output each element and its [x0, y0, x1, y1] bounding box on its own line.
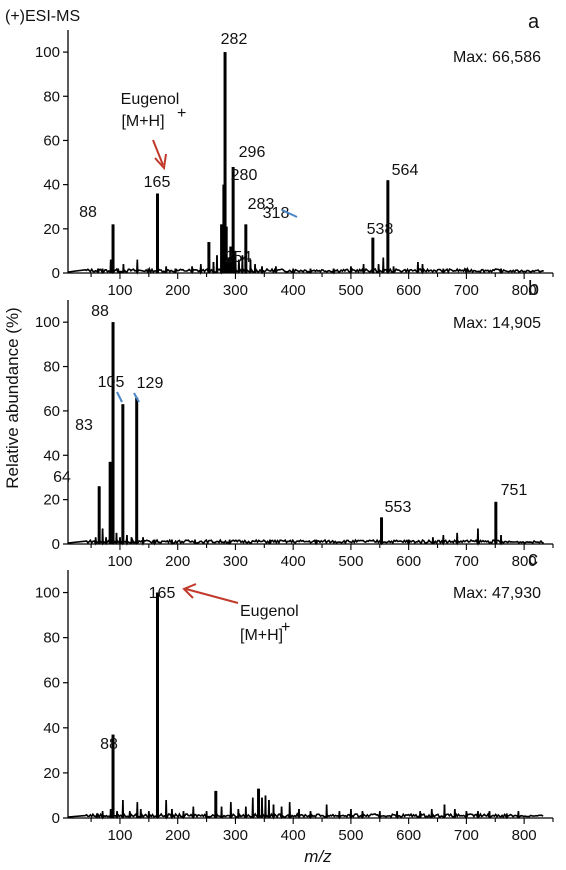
y-tick-label-c-1: 20 [43, 765, 60, 782]
figure-titles: (+)ESI-MS m/z Relative abundance (%) [3, 8, 332, 866]
x-tick-label-b-0: 100 [107, 553, 132, 570]
x-tick-label-c-0: 100 [107, 827, 132, 844]
x-tick-label-b-1: 200 [165, 553, 190, 570]
peak-label-a-280: 280 [231, 167, 258, 184]
x-tick-label-c-3: 400 [281, 827, 306, 844]
peak-label-a-318: 318 [263, 205, 290, 222]
peak-label-a-538: 538 [367, 221, 394, 238]
annotation-name-c: Eugenol [240, 603, 299, 620]
peak-label-a-165: 165 [144, 174, 171, 191]
annotation-name: Eugenol [121, 91, 180, 108]
panel-letter-c: c [528, 548, 538, 570]
annotation-arrow-shaft [152, 139, 164, 166]
x-tick-label-a-3: 400 [281, 282, 306, 299]
peak-label-b-105: 105 [98, 374, 125, 391]
x-tick-label-b-5: 600 [396, 553, 421, 570]
max-label-c: Max: 47,930 [453, 585, 541, 602]
leader-line-a-283 [281, 209, 298, 218]
peak-label-a-282: 282 [221, 31, 248, 48]
max-label-b: Max: 14,905 [453, 315, 541, 332]
annotation-arrow-head-c [182, 583, 197, 599]
y-tick-label-a-5: 100 [35, 44, 60, 61]
x-tick-label-c-1: 200 [165, 827, 190, 844]
y-tick-label-b-5: 100 [35, 314, 60, 331]
spectrum-trace-b [67, 322, 544, 547]
x-tick-label-b-6: 700 [454, 553, 479, 570]
y-tick-label-c-2: 40 [43, 720, 60, 737]
y-tick-label-a-1: 20 [43, 221, 60, 238]
panel-letter-a: a [528, 11, 540, 33]
y-axis-title: Relative abundance (%) [3, 307, 22, 488]
peak-label-b-129: 129 [137, 375, 164, 392]
eugenol-annotation-a: Eugenol [M+H] + [121, 91, 186, 171]
annotation-ion-c: [M+H] [240, 627, 283, 644]
y-tick-label-b-1: 20 [43, 492, 60, 509]
x-tick-label-b-7: 800 [512, 553, 537, 570]
y-tick-label-a-2: 40 [43, 177, 60, 194]
max-label-a: Max: 66,586 [453, 49, 541, 66]
y-tick-label-c-5: 100 [35, 585, 60, 602]
x-tick-label-c-4: 500 [338, 827, 363, 844]
x-tick-label-a-5: 600 [396, 282, 421, 299]
annotation-superscript: + [177, 105, 186, 122]
peak-label-b-751: 751 [501, 482, 528, 499]
annotation-superscript-c: + [281, 619, 290, 636]
peak-label-a-283: 283 [248, 196, 275, 213]
spectrum-trace-a [67, 52, 544, 276]
y-tick-label-c-3: 60 [43, 675, 60, 692]
x-tick-label-c-6: 700 [454, 827, 479, 844]
x-tick-label-c-5: 600 [396, 827, 421, 844]
y-tick-label-b-2: 40 [43, 447, 60, 464]
peak-label-a-296: 296 [239, 144, 266, 161]
x-tick-label-a-1: 200 [165, 282, 190, 299]
x-tick-label-a-2: 300 [223, 282, 248, 299]
y-tick-label-b-0: 0 [52, 536, 60, 553]
x-tick-label-a-6: 700 [454, 282, 479, 299]
panel-letter-b: b [528, 278, 539, 300]
leader-line-b-105 [116, 391, 123, 403]
annotation-ion: [M+H] [121, 113, 164, 130]
x-tick-label-c-2: 300 [223, 827, 248, 844]
figure-title: (+)ESI-MS [5, 8, 80, 25]
peak-label-a-254: 254 [225, 249, 252, 266]
x-tick-label-a-7: 800 [512, 282, 537, 299]
x-tick-label-a-4: 500 [338, 282, 363, 299]
peak-label-c-88: 88 [100, 736, 118, 753]
x-tick-label-b-3: 400 [281, 553, 306, 570]
y-tick-label-a-4: 80 [43, 88, 60, 105]
x-tick-label-a-0: 100 [107, 282, 132, 299]
y-tick-label-b-4: 80 [43, 359, 60, 376]
panel-a: 0 20 40 60 80 100 100 200 300 400 500 600 700 800 a Max… [35, 11, 554, 299]
y-tick-label-a-3: 60 [43, 132, 60, 149]
y-tick-label-a-0: 0 [52, 265, 60, 282]
peak-label-b-88: 88 [91, 303, 109, 320]
peak-label-b-83: 83 [75, 417, 93, 434]
eugenol-annotation-c: Eugenol [M+H]+ [182, 583, 299, 644]
x-axis-title: m/z [304, 847, 332, 866]
y-tick-label-c-4: 80 [43, 630, 60, 647]
peak-label-b-64: 64 [53, 469, 71, 486]
x-tick-label-b-4: 500 [338, 553, 363, 570]
peak-label-a-564: 564 [392, 162, 419, 179]
x-tick-label-c-7: 800 [512, 827, 537, 844]
y-tick-label-b-3: 60 [43, 403, 60, 420]
peak-label-c-165: 165 [149, 585, 176, 602]
peak-label-a-88: 88 [79, 204, 97, 221]
leader-line-b-129 [133, 392, 140, 403]
peak-label-b-553: 553 [385, 499, 412, 516]
y-tick-label-c-0: 0 [52, 810, 60, 827]
annotation-arrow-shaft-c [185, 588, 239, 604]
spectrum-trace-c [67, 592, 544, 821]
x-tick-label-b-2: 300 [223, 553, 248, 570]
annotation-arrow-head [154, 153, 167, 171]
